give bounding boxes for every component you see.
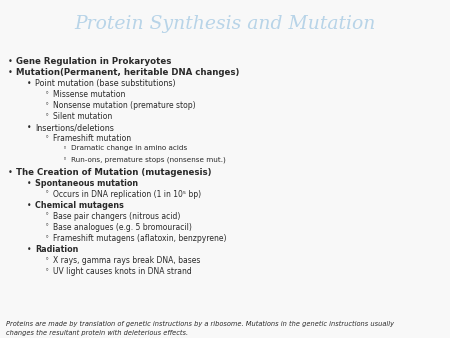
Text: Mutation(Permanent, heritable DNA changes): Mutation(Permanent, heritable DNA change… bbox=[16, 68, 239, 77]
Text: ◦: ◦ bbox=[45, 190, 49, 196]
Text: •: • bbox=[8, 68, 13, 77]
Text: UV light causes knots in DNA strand: UV light causes knots in DNA strand bbox=[53, 267, 192, 276]
Text: Spontaneous mutation: Spontaneous mutation bbox=[35, 178, 138, 188]
Text: •: • bbox=[27, 123, 32, 132]
Text: •: • bbox=[8, 57, 13, 66]
Text: The Creation of Mutation (mutagenesis): The Creation of Mutation (mutagenesis) bbox=[16, 168, 212, 176]
Text: Chemical mutagens: Chemical mutagens bbox=[35, 201, 124, 210]
Text: Run-ons, premature stops (nonsense mut.): Run-ons, premature stops (nonsense mut.) bbox=[71, 156, 226, 163]
Text: ◦: ◦ bbox=[45, 101, 49, 107]
Text: Insertions/deletions: Insertions/deletions bbox=[35, 123, 114, 132]
Text: ◦: ◦ bbox=[45, 112, 49, 118]
Text: Point mutation (base substitutions): Point mutation (base substitutions) bbox=[35, 79, 176, 88]
Text: •: • bbox=[27, 201, 32, 210]
Text: Protein Synthesis and Mutation: Protein Synthesis and Mutation bbox=[74, 15, 376, 33]
Text: Frameshift mutation: Frameshift mutation bbox=[53, 134, 131, 143]
Text: Gene Regulation in Prokaryotes: Gene Regulation in Prokaryotes bbox=[16, 57, 171, 66]
Text: Occurs in DNA replication (1 in 10⁵ bp): Occurs in DNA replication (1 in 10⁵ bp) bbox=[53, 190, 201, 199]
Text: ◦: ◦ bbox=[63, 145, 67, 151]
Text: ◦: ◦ bbox=[45, 256, 49, 262]
Text: Radiation: Radiation bbox=[35, 245, 78, 254]
Text: •: • bbox=[27, 245, 32, 254]
Text: ◦: ◦ bbox=[45, 234, 49, 240]
Text: Dramatic change in amino acids: Dramatic change in amino acids bbox=[71, 145, 187, 151]
Text: Silent mutation: Silent mutation bbox=[53, 112, 112, 121]
Text: •: • bbox=[27, 79, 32, 88]
Text: Base analogues (e.g. 5 bromouracil): Base analogues (e.g. 5 bromouracil) bbox=[53, 223, 192, 232]
Text: ◦: ◦ bbox=[45, 212, 49, 218]
Text: X rays, gamma rays break DNA, bases: X rays, gamma rays break DNA, bases bbox=[53, 256, 201, 265]
Text: •: • bbox=[8, 168, 13, 176]
Text: Base pair changers (nitrous acid): Base pair changers (nitrous acid) bbox=[53, 212, 180, 221]
Text: ◦: ◦ bbox=[45, 90, 49, 96]
Text: Missense mutation: Missense mutation bbox=[53, 90, 126, 99]
Text: ◦: ◦ bbox=[45, 267, 49, 273]
Text: ◦: ◦ bbox=[45, 223, 49, 229]
Text: ◦: ◦ bbox=[63, 156, 67, 163]
Text: •: • bbox=[27, 178, 32, 188]
Text: Nonsense mutation (premature stop): Nonsense mutation (premature stop) bbox=[53, 101, 196, 110]
Text: Proteins are made by translation of genetic instructions by a ribosome. Mutation: Proteins are made by translation of gene… bbox=[6, 321, 394, 336]
Text: ◦: ◦ bbox=[45, 134, 49, 140]
Text: Frameshift mutagens (aflatoxin, benzpyrene): Frameshift mutagens (aflatoxin, benzpyre… bbox=[53, 234, 227, 243]
